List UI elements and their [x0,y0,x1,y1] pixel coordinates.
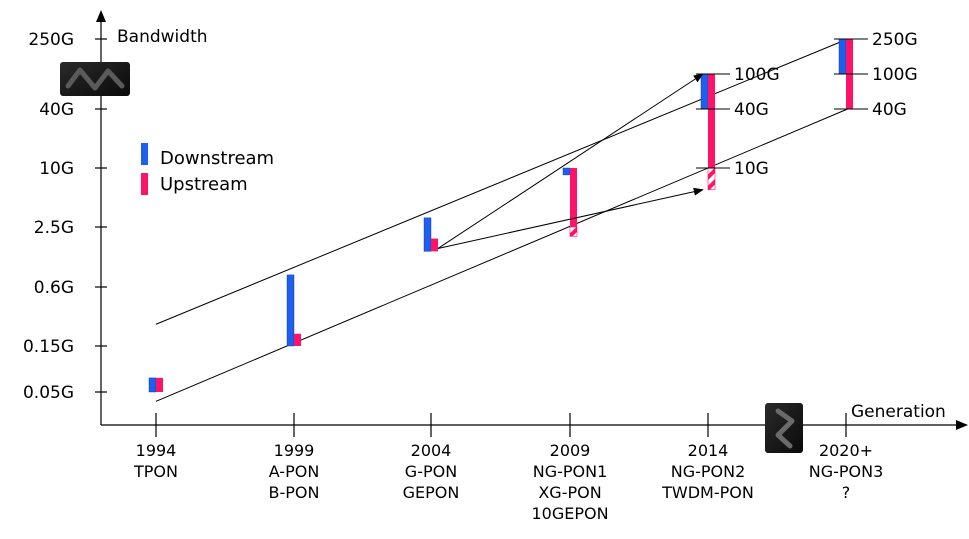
upstream-bar [431,238,438,252]
upstream-bar [708,74,715,168]
downstream-bar [838,38,847,75]
x-ticks: 1994 TPON 1999 A-PON B-PON 2004 G-PON GEPON 2009… [133,413,883,523]
x-tick-label: 2014 [688,441,729,460]
side-label: 10G [734,159,769,179]
y-ticks: 0.05G 0.15G 0.6G 2.5G 10G 40G 250G [23,30,107,403]
downstream-bar [700,73,709,110]
y-tick-label: 0.15G [23,337,74,357]
x-tick-label: 1994 [136,441,177,460]
x-tick-label: G-PON [405,462,457,481]
x-tick-label: 2020+ [819,441,873,460]
zigzag-thumbnail [765,403,803,453]
waveform-thumbnail [60,62,130,96]
y-tick-label: 40G [39,100,74,120]
side-label: 250G [872,30,918,50]
bars [148,38,853,393]
x-tick-label: 1999 [274,441,315,460]
legend-label-downstream: Downstream [160,148,274,169]
y-tick-label: 2.5G [34,218,74,238]
x-tick-label: 10GEPON [531,504,608,523]
side-label: 40G [872,100,907,120]
upstream-bar [294,333,301,346]
x-tick-label: NG-PON2 [671,462,746,481]
x-tick-label: NG-PON1 [533,462,608,481]
upstream-bar [156,377,163,392]
y-tick-label: 0.6G [34,278,74,298]
trend-lines [155,38,848,402]
generation-arrow [437,187,704,249]
x-tick-label: 2009 [550,441,591,460]
x-axis-arrow [956,420,968,430]
legend: Downstream Upstream [141,143,274,195]
upstream-bar-hatched [707,167,716,191]
side-label: 100G [734,65,780,85]
legend-swatch-downstream [141,143,148,165]
x-tick-label: XG-PON [538,483,601,502]
y-tick-label: 10G [39,159,74,179]
trend-line [155,108,848,402]
x-axis-title: Generation [851,402,946,422]
side-labels: 100G 40G 10G 250G 100G 40G [696,30,918,179]
generation-arrow [437,73,704,249]
y-axis-title: Bandwidth [117,27,208,47]
upstream-bar-hatched [569,226,578,237]
x-tick-label: ? [842,483,851,502]
arrows [437,73,704,249]
legend-swatch-upstream [141,173,148,195]
x-tick-label: 2004 [411,441,452,460]
side-label: 40G [734,100,769,120]
y-tick-label: 0.05G [23,383,74,403]
trend-line [155,38,848,325]
x-tick-label: TPON [133,462,178,481]
y-tick-label: 250G [28,30,74,50]
downstream-bar [423,217,432,252]
x-tick-label: A-PON [269,462,320,481]
downstream-bar [148,377,157,393]
x-tick-label: NG-PON3 [809,462,884,481]
downstream-bar [286,274,295,347]
side-label: 100G [872,65,918,85]
downstream-bar [562,167,571,176]
x-tick-label: TWDM-PON [661,483,754,502]
x-tick-label: B-PON [269,483,320,502]
upstream-bar [570,168,577,227]
y-axis-arrow [96,10,106,22]
x-tick-label: GEPON [403,483,460,502]
legend-label-upstream: Upstream [160,174,248,195]
